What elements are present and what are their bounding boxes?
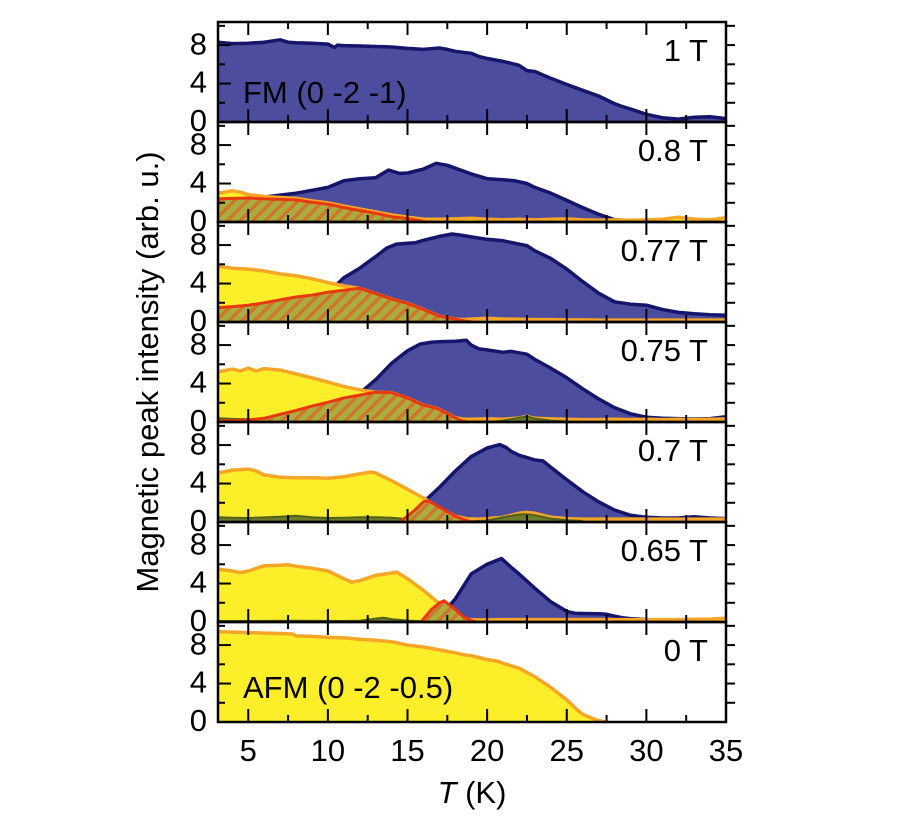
field-label: 0.8 T (638, 133, 708, 168)
series-line-fm (217, 38, 727, 121)
y-tick-label: 0 (190, 403, 207, 438)
series-line-hatch (217, 390, 469, 424)
y-tick-label: 0 (190, 703, 207, 738)
panel-0.7-T: 04 8 0.7 T (190, 420, 735, 538)
series-area-fm (218, 39, 726, 122)
series-line-hatch (420, 599, 477, 624)
y-tick-label: 4 (190, 365, 207, 400)
y-tick-label: 4 (190, 665, 207, 700)
panel-frame (216, 620, 728, 724)
series-line-afm (217, 629, 606, 724)
y-tick-label: 8 (190, 126, 207, 161)
y-tick-label: 0 (190, 203, 207, 238)
series-area-fm (433, 558, 726, 622)
field-label: 1 T (664, 33, 708, 68)
field-label: 0.75 T (621, 333, 708, 368)
y-tick-label: 8 (190, 26, 207, 61)
y-tick-label: 8 (190, 226, 207, 261)
y-tick-label: 4 (190, 465, 207, 500)
y-tick-label: 0 (190, 303, 207, 338)
y-tick-label: 8 (190, 626, 207, 661)
series-area-fm (319, 340, 726, 422)
y-tick-label: 0 (190, 603, 207, 638)
panel-0.8-T: 04 8 0.8 T (190, 120, 735, 238)
x-tick-label: 20 (470, 733, 504, 768)
x-tick-label: 25 (550, 733, 584, 768)
series-area-fm (383, 444, 726, 522)
panel-0.75-T: 04 8 0.75 T (190, 320, 735, 438)
series-line-fm (287, 232, 727, 323)
series-line-afm (217, 264, 726, 322)
x-axis-label: T (K) (438, 775, 507, 810)
panel-0.77-T: 04 8 0.77 T (190, 220, 735, 338)
series-line-hatch (217, 286, 472, 324)
y-tick-label: 4 (190, 65, 207, 100)
x-tick-label: 10 (311, 733, 345, 768)
panel-0-T: 04 8 0 T AFM (0 -2 -0.5) (190, 620, 735, 738)
series-area-hatch (218, 198, 427, 222)
field-label: 0.7 T (638, 433, 708, 468)
field-label: 0.65 T (621, 533, 708, 568)
series-line-afm (217, 467, 726, 521)
y-axis-label: Magnetic peak intensity (arb. u.) (130, 151, 165, 592)
y-tick-label: 0 (190, 103, 207, 138)
field-label: 0.77 T (621, 233, 708, 268)
panel-0.65-T: 04 8 0.65 T (190, 520, 735, 638)
series-area-afm (218, 564, 726, 622)
x-tick-label: 5 (240, 733, 257, 768)
panel-annotation: FM (0 -2 -1) (243, 75, 407, 110)
field-label: 0 T (664, 633, 708, 668)
x-tick-label: 35 (709, 733, 743, 768)
series-line-hatch (217, 196, 427, 224)
y-tick-label: 0 (190, 503, 207, 538)
y-tick-label: 4 (190, 265, 207, 300)
y-tick-label: 4 (190, 165, 207, 200)
panel-annotation: AFM (0 -2 -0.5) (243, 670, 453, 705)
x-tick-label: 15 (390, 733, 424, 768)
y-tick-label: 8 (190, 426, 207, 461)
series-area-afm (218, 469, 726, 522)
series-line-fm (319, 338, 727, 423)
x-tick-label: 30 (629, 733, 663, 768)
y-tick-label: 8 (190, 526, 207, 561)
series-line-hatch (400, 499, 472, 524)
series-area-afm (218, 631, 605, 722)
y-tick-label: 8 (190, 326, 207, 361)
series-line-afm (217, 189, 727, 223)
y-tick-label: 4 (190, 565, 207, 600)
